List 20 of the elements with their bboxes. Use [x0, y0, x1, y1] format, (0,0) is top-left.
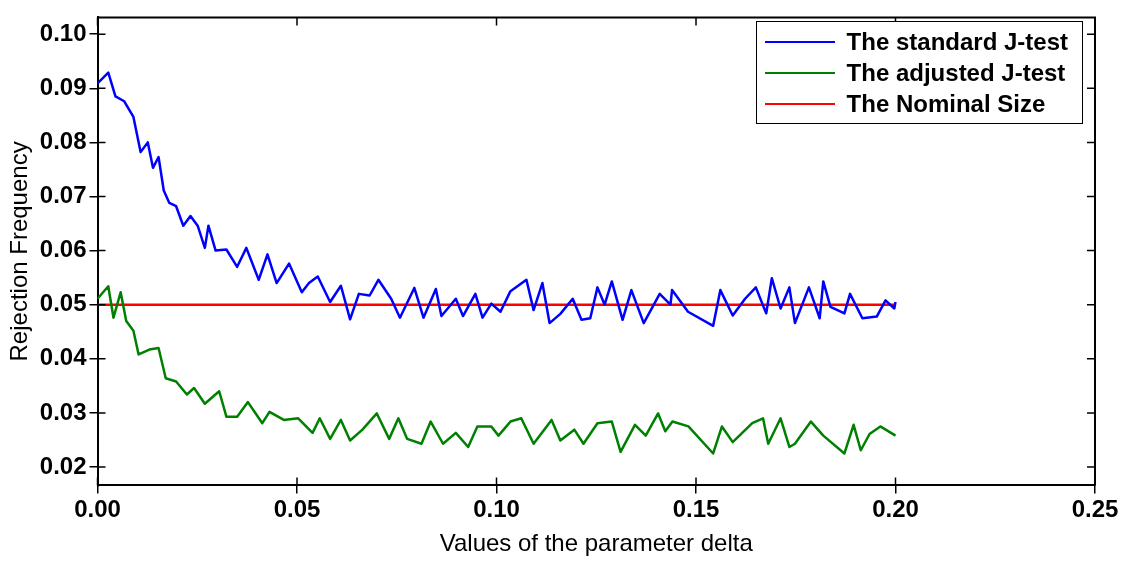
y-tick-label: 0.05	[39, 289, 87, 317]
y-tick-label: 0.09	[39, 72, 87, 100]
legend-label: The standard J-test	[846, 27, 1068, 58]
x-tick-label: 0.10	[473, 495, 520, 523]
x-tick-label: 0.00	[74, 495, 121, 523]
y-tick-label: 0.08	[39, 127, 87, 155]
y-tick-label: 0.04	[39, 343, 88, 371]
y-tick-label: 0.10	[39, 18, 87, 46]
x-tick-label: 0.25	[1071, 495, 1119, 523]
y-axis-title: Rejection Frequency	[5, 141, 33, 362]
x-tick-label: 0.05	[273, 495, 321, 523]
y-tick-label: 0.02	[39, 451, 87, 479]
legend-label: The Nominal Size	[846, 89, 1046, 120]
y-tick-label: 0.07	[39, 181, 87, 209]
x-axis-title: Values of the parameter delta	[439, 529, 754, 557]
legend-label: The adjusted J-test	[846, 58, 1066, 89]
y-tick-label: 0.03	[39, 397, 87, 425]
y-tick-label: 0.06	[39, 235, 87, 263]
x-tick-label: 0.20	[872, 495, 919, 523]
x-tick-label: 0.15	[672, 495, 720, 523]
